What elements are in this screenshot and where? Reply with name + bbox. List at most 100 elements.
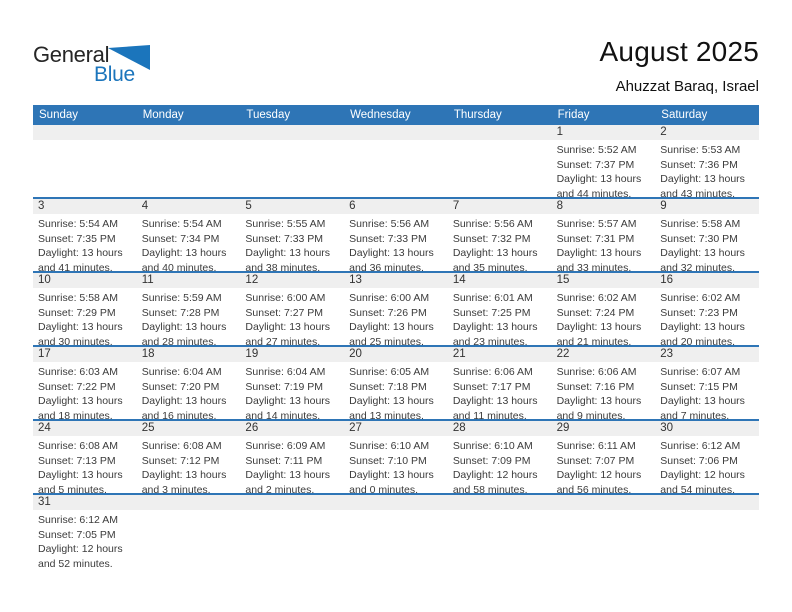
day-sun-info: Sunrise: 5:57 AM Sunset: 7:31 PM Daylight:… [552, 214, 656, 271]
day-sun-info: Sunrise: 6:00 AM Sunset: 7:26 PM Daylight:… [344, 288, 448, 345]
day-sun-info: Sunrise: 5:54 AM Sunset: 7:34 PM Daylight:… [137, 214, 241, 271]
sun-info-line: Sunset: 7:22 PM [38, 380, 116, 393]
day-cell-5: 5 Sunrise: 5:55 AM Sunset: 7:33 PM Daylight… [240, 199, 345, 271]
sun-info-line: Sunset: 7:26 PM [349, 306, 427, 319]
day-sun-info: Sunrise: 6:10 AM Sunset: 7:09 PM Daylight:… [448, 436, 552, 493]
week-row-4: 17 Sunrise: 6:03 AM Sunset: 7:22 PM Dayligh… [33, 347, 759, 421]
sun-info-line: Daylight: 13 hours [38, 469, 123, 481]
day-sun-info: Sunrise: 6:08 AM Sunset: 7:13 PM Daylight:… [33, 436, 137, 493]
day-sun-info: Sunrise: 5:56 AM Sunset: 7:32 PM Daylight:… [448, 214, 552, 271]
sun-info-line: Daylight: 13 hours [245, 247, 331, 259]
sun-info-line: Daylight: 13 hours [556, 173, 642, 185]
day-sun-info: Sunrise: 5:56 AM Sunset: 7:33 PM Daylight:… [344, 214, 448, 271]
day-sun-info: Sunrise: 6:05 AM Sunset: 7:18 PM Daylight:… [344, 362, 448, 419]
sun-info-line: Sunrise: 6:00 AM [245, 292, 326, 304]
week-row-6: 31 Sunrise: 6:12 AM Sunset: 7:05 PM Dayligh… [33, 495, 759, 569]
sun-info-line: and 7 minutes. [660, 409, 730, 420]
day-number: 23 [655, 347, 759, 362]
day-sun-info: Sunrise: 6:11 AM Sunset: 7:07 PM Daylight:… [552, 436, 656, 493]
day-cell-13: 13 Sunrise: 6:00 AM Sunset: 7:26 PM Dayligh… [344, 273, 448, 345]
sun-info-line: Sunset: 7:37 PM [556, 158, 635, 171]
day-sun-info: Sunrise: 5:58 AM Sunset: 7:29 PM Daylight:… [33, 288, 137, 345]
sun-info-line: and 44 minutes. [556, 187, 632, 198]
day-number: 21 [447, 347, 552, 362]
sun-info-line: Sunrise: 6:10 AM [349, 440, 430, 452]
sun-info-line: and 2 minutes. [245, 483, 315, 494]
day-cell-18: 18 Sunrise: 6:04 AM Sunset: 7:20 PM Dayligh… [136, 347, 241, 419]
day-cell-8: 8 Sunrise: 5:57 AM Sunset: 7:31 PM Daylight… [551, 199, 656, 271]
weekday-header-monday: Monday [142, 109, 184, 121]
sun-info-line: Sunrise: 5:59 AM [141, 292, 222, 304]
sun-info-line: Sunset: 7:36 PM [660, 158, 738, 171]
sun-info-line: Daylight: 13 hours [452, 395, 538, 407]
sun-info-line: Sunrise: 6:06 AM [556, 366, 637, 378]
sun-info-line: Daylight: 13 hours [141, 247, 227, 259]
day-number [240, 125, 345, 140]
empty-day-cell [551, 495, 656, 569]
sun-info-line: Sunset: 7:34 PM [141, 232, 220, 245]
sun-info-line: Sunrise: 6:04 AM [245, 366, 326, 378]
page-title: August 2025 [599, 36, 759, 67]
sun-info-line: Sunset: 7:15 PM [660, 380, 738, 393]
sun-info-line: Daylight: 13 hours [556, 247, 642, 259]
day-cell-7: 7 Sunrise: 5:56 AM Sunset: 7:32 PM Daylight… [447, 199, 552, 271]
weekday-header-wednesday: Wednesday [350, 109, 411, 121]
sun-info-line: Daylight: 13 hours [141, 469, 227, 481]
sun-info-line: Sunset: 7:33 PM [245, 232, 324, 245]
day-number: 10 [33, 273, 137, 288]
empty-day-cell [447, 125, 552, 197]
day-number: 28 [447, 421, 552, 436]
day-sun-info: Sunrise: 6:04 AM Sunset: 7:19 PM Daylight:… [240, 362, 344, 419]
day-cell-6: 6 Sunrise: 5:56 AM Sunset: 7:33 PM Daylight… [344, 199, 448, 271]
general-blue-logo: General Blue [33, 44, 151, 86]
sun-info-line: Sunset: 7:33 PM [349, 232, 427, 245]
sun-info-line: Sunset: 7:17 PM [452, 380, 531, 393]
week-row-3: 10 Sunrise: 5:58 AM Sunset: 7:29 PM Dayligh… [33, 273, 759, 347]
sun-info-line: and 3 minutes. [141, 483, 211, 494]
day-number [33, 125, 137, 140]
sun-info-line: Daylight: 13 hours [660, 247, 745, 259]
sun-info-line: Sunset: 7:09 PM [452, 454, 531, 467]
sun-info-line: Sunrise: 6:09 AM [245, 440, 326, 452]
sun-info-line: Daylight: 13 hours [556, 395, 642, 407]
day-number: 18 [136, 347, 241, 362]
empty-day-cell [136, 125, 241, 197]
day-number: 1 [551, 125, 656, 140]
day-number: 6 [344, 199, 448, 214]
day-sun-info: Sunrise: 6:12 AM Sunset: 7:06 PM Daylight:… [655, 436, 759, 493]
sun-info-line: Sunset: 7:18 PM [349, 380, 427, 393]
sun-info-line: Sunset: 7:23 PM [660, 306, 738, 319]
sun-info-line: Sunrise: 5:56 AM [349, 218, 430, 230]
day-cell-4: 4 Sunrise: 5:54 AM Sunset: 7:34 PM Daylight… [136, 199, 241, 271]
day-number: 19 [240, 347, 345, 362]
sun-info-line: Sunrise: 6:07 AM [660, 366, 741, 378]
day-number: 2 [655, 125, 759, 140]
sun-info-line: and 52 minutes. [38, 557, 113, 570]
day-sun-info: Sunrise: 6:04 AM Sunset: 7:20 PM Daylight:… [137, 362, 241, 419]
sun-info-line: Daylight: 13 hours [349, 395, 434, 407]
day-sun-info: Sunrise: 6:10 AM Sunset: 7:10 PM Daylight:… [344, 436, 448, 493]
weekday-header-friday: Friday [557, 109, 590, 121]
sun-info-line: Sunset: 7:30 PM [660, 232, 738, 245]
day-sun-info: Sunrise: 6:02 AM Sunset: 7:23 PM Daylight:… [655, 288, 759, 345]
day-cell-12: 12 Sunrise: 6:00 AM Sunset: 7:27 PM Dayligh… [240, 273, 345, 345]
calendar-weeks: 1 Sunrise: 5:52 AM Sunset: 7:37 PM Daylight… [33, 125, 759, 569]
sun-info-line: Daylight: 13 hours [38, 321, 123, 333]
sun-info-line: Sunrise: 5:53 AM [660, 144, 741, 156]
sun-info-line: Sunrise: 5:52 AM [556, 144, 637, 156]
logo-text-blue: Blue [94, 63, 135, 86]
day-number [447, 125, 552, 140]
weekday-header-sunday: Sunday [39, 109, 79, 121]
day-cell-27: 27 Sunrise: 6:10 AM Sunset: 7:10 PM Dayligh… [344, 421, 448, 493]
day-cell-16: 16 Sunrise: 6:02 AM Sunset: 7:23 PM Dayligh… [655, 273, 759, 345]
day-number: 7 [447, 199, 552, 214]
sun-info-line: and 23 minutes. [452, 335, 528, 346]
day-sun-info: Sunrise: 6:06 AM Sunset: 7:16 PM Daylight:… [552, 362, 656, 419]
day-cell-9: 9 Sunrise: 5:58 AM Sunset: 7:30 PM Daylight… [655, 199, 759, 271]
sun-info-line: Sunset: 7:07 PM [556, 454, 635, 467]
day-sun-info: Sunrise: 6:09 AM Sunset: 7:11 PM Daylight:… [240, 436, 344, 493]
day-number: 27 [344, 421, 448, 436]
sun-info-line: Sunrise: 6:12 AM [38, 514, 118, 526]
sun-info-line: Sunrise: 5:56 AM [452, 218, 533, 230]
day-cell-15: 15 Sunrise: 6:02 AM Sunset: 7:24 PM Dayligh… [551, 273, 656, 345]
